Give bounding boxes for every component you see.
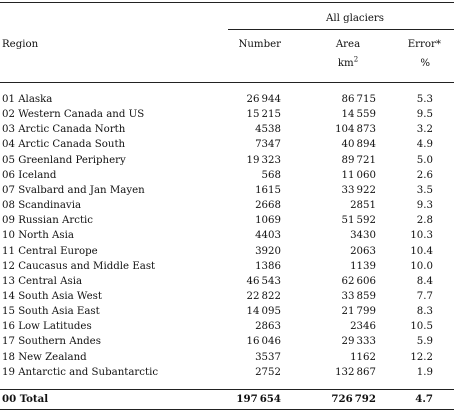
row-error: 10.3 xyxy=(410,230,433,242)
row-number: 3537 xyxy=(255,351,281,363)
row-number: 1615 xyxy=(255,184,281,196)
row-region: 06 Iceland xyxy=(2,169,57,181)
row-area: 29 333 xyxy=(341,336,376,348)
group-header: All glaciers xyxy=(325,13,385,24)
total-rule xyxy=(0,389,454,390)
row-number: 15 215 xyxy=(246,109,281,121)
bottom-rule xyxy=(0,409,454,410)
row-area: 33 859 xyxy=(341,291,376,302)
row-error: 4.9 xyxy=(416,139,433,151)
row-error: 5.3 xyxy=(416,94,433,105)
header-error: Error* xyxy=(407,39,441,50)
row-number: 2752 xyxy=(255,366,281,378)
row-error: 10.5 xyxy=(410,321,433,333)
row-area: 104 873 xyxy=(335,124,376,136)
row-region: 12 Caucasus and Middle East xyxy=(2,260,156,272)
row-number: 1069 xyxy=(255,215,281,227)
row-error: 8.3 xyxy=(416,306,433,318)
row-number: 3920 xyxy=(255,245,281,257)
row-region: 01 Alaska xyxy=(2,94,53,105)
row-area: 132 867 xyxy=(335,366,376,378)
row-region: 15 South Asia East xyxy=(2,306,100,318)
row-error: 9.5 xyxy=(416,109,433,121)
total-error: 4.7 xyxy=(415,393,433,405)
row-error: 1.9 xyxy=(416,366,433,378)
group-header-rule xyxy=(228,29,454,30)
header-number: Number xyxy=(238,39,281,50)
row-region: 11 Central Europe xyxy=(2,245,98,257)
header-area-unit: km2 xyxy=(318,55,378,70)
row-region: 19 Antarctic and Subantarctic xyxy=(2,366,159,378)
row-error: 3.5 xyxy=(416,184,433,196)
row-area: 89 721 xyxy=(341,154,376,166)
row-number: 22 822 xyxy=(246,291,281,302)
row-region: 14 South Asia West xyxy=(2,291,102,302)
area-unit-base: km xyxy=(337,58,354,69)
row-area: 1139 xyxy=(350,260,376,272)
area-unit-exponent: 2 xyxy=(353,55,359,64)
row-number: 2863 xyxy=(255,321,281,333)
row-error: 10.4 xyxy=(410,245,433,257)
row-area: 2346 xyxy=(350,321,376,333)
row-area: 11 060 xyxy=(341,169,376,181)
row-error: 8.4 xyxy=(416,275,433,287)
row-region: 05 Greenland Periphery xyxy=(2,154,126,166)
row-area: 86 715 xyxy=(341,94,376,105)
row-number: 14 095 xyxy=(246,306,281,318)
row-error: 9.3 xyxy=(416,200,433,212)
row-area: 2063 xyxy=(350,245,376,257)
row-error: 5.9 xyxy=(416,336,433,348)
row-region: 16 Low Latitudes xyxy=(2,321,92,333)
row-number: 16 046 xyxy=(246,336,281,348)
row-region: 13 Central Asia xyxy=(2,275,83,287)
row-region: 04 Arctic Canada South xyxy=(2,139,126,151)
top-rule xyxy=(0,2,454,3)
row-region: 10 North Asia xyxy=(2,230,74,242)
row-error: 12.2 xyxy=(410,351,433,363)
header-error-unit: % xyxy=(420,58,430,69)
row-region: 08 Scandinavia xyxy=(2,200,82,212)
row-area: 33 922 xyxy=(341,184,376,196)
row-region: 03 Arctic Canada North xyxy=(2,124,126,136)
row-area: 1162 xyxy=(350,351,376,363)
row-number: 46 543 xyxy=(246,275,281,287)
row-region: 17 Southern Andes xyxy=(2,336,101,348)
row-area: 40 894 xyxy=(341,139,376,151)
row-area: 2851 xyxy=(350,200,376,212)
row-number: 1386 xyxy=(255,260,281,272)
row-area: 21 799 xyxy=(341,306,376,318)
row-area: 62 606 xyxy=(341,275,376,287)
row-error: 2.8 xyxy=(416,215,433,227)
header-area: Area xyxy=(335,39,361,50)
row-number: 7347 xyxy=(255,139,281,151)
total-number: 197 654 xyxy=(236,393,281,405)
row-region: 02 Western Canada and US xyxy=(2,109,145,121)
row-region: 07 Svalbard and Jan Mayen xyxy=(2,184,145,196)
row-number: 26 944 xyxy=(246,94,281,105)
row-error: 2.6 xyxy=(416,169,433,181)
row-area: 3430 xyxy=(350,230,376,242)
header-rule xyxy=(0,82,454,83)
row-number: 2668 xyxy=(255,200,281,212)
row-area: 51 592 xyxy=(341,215,376,227)
row-error: 7.7 xyxy=(416,291,433,302)
row-number: 4403 xyxy=(255,230,281,242)
row-number: 568 xyxy=(261,169,281,181)
header-region: Region xyxy=(2,39,39,50)
total-region: 00 Total xyxy=(2,393,49,405)
row-error: 5.0 xyxy=(416,154,433,166)
row-number: 4538 xyxy=(255,124,281,136)
row-error: 3.2 xyxy=(416,124,433,136)
total-area: 726 792 xyxy=(331,393,376,405)
row-area: 14 559 xyxy=(341,109,376,121)
row-error: 10.0 xyxy=(410,260,433,272)
row-number: 19 323 xyxy=(246,154,281,166)
row-region: 09 Russian Arctic xyxy=(2,215,94,227)
row-region: 18 New Zealand xyxy=(2,351,87,363)
